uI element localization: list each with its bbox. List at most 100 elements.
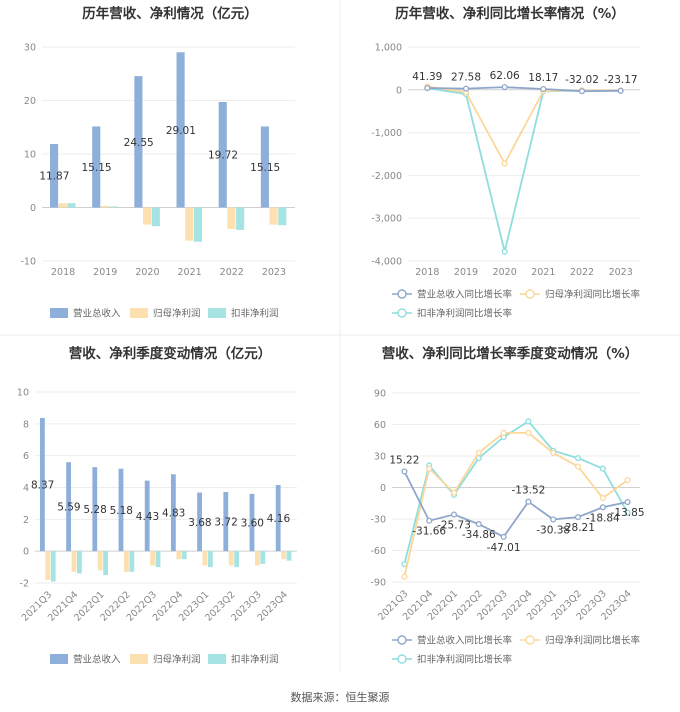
series-line-deducted-profit [427,87,621,252]
data-point [401,468,408,475]
bar-deducted-profit [67,203,76,208]
data-point [599,504,606,511]
legend-label: 扣非净利润 [231,654,279,666]
y-tick-label: -30 [370,515,386,526]
bar-revenue [275,484,281,552]
legend-swatch-icon [208,654,226,664]
bar-deducted-profit [236,207,245,230]
bar-parent-profit [58,203,67,208]
x-tick-label: 2018 [415,267,439,278]
data-label: 15.15 [82,162,112,174]
y-tick-label: 2 [23,515,29,526]
x-tick-label: 2023 [609,267,633,278]
legend-marker-icon [525,289,535,299]
legend-swatch-icon [50,308,68,318]
x-tick-label: 2020 [493,267,517,278]
data-point [426,465,433,472]
x-tick-label: 2023 [262,267,286,278]
data-point [617,87,624,94]
legend-swatch-icon [50,654,68,664]
y-tick-label: 90 [374,389,386,400]
bar-deducted-profit [208,551,213,568]
data-label: -47.01 [487,542,521,554]
data-point [500,533,507,540]
bar-revenue [50,143,59,208]
data-point [501,84,508,91]
bar-deducted-profit [286,551,292,561]
series-line-parent-profit [403,431,629,577]
legend-label: 归母净利润 [153,654,201,666]
bar-deducted-profit [109,206,118,208]
legend-marker-icon [397,654,407,664]
chart-panel-2: 历年营收、净利同比增长率情况（%） -4,000 -3,000 -2,000 -1,00… [371,5,640,320]
data-point [501,248,508,255]
data-point [450,489,458,496]
x-tick-label: 2019 [454,267,478,278]
data-label: 27.58 [451,72,481,84]
legend-label: 营业总收入 [73,654,121,666]
data-label: -25.73 [437,520,471,532]
bar-parent-profit [176,551,182,560]
bar-revenue [134,76,143,208]
data-label: -28.21 [561,522,595,534]
data-label: 19.72 [208,150,238,162]
y-tick-label: -90 [370,578,386,589]
series-line-revenue [427,86,621,93]
data-point [550,516,557,523]
bar-parent-profit [269,207,278,225]
y-tick-label: 0 [23,547,29,558]
data-label: 5.18 [110,505,133,517]
bar-revenue [249,493,255,552]
bar-deducted-profit [278,207,287,226]
data-point [540,85,547,93]
bar-parent-profit [281,551,287,560]
legend-label: 归母净利润同比增长率 [545,289,641,301]
data-point [462,85,470,92]
data-label: 62.06 [490,70,520,82]
y-tick-label: -3,000 [371,214,402,225]
legend-marker-icon [397,289,407,299]
y-tick-label: -2,000 [371,171,402,182]
data-point [550,449,557,456]
bar-parent-profit [100,205,110,208]
data-label: -31.66 [412,526,446,538]
y-tick-label: -1,000 [371,128,402,139]
legend-label: 归母净利润 [153,308,201,320]
data-label: 8.37 [31,480,54,492]
y-tick-label: 10 [17,388,29,399]
bar-revenue [66,462,71,552]
y-tick-label: 4 [23,483,29,494]
x-tick-label: 2020 [135,267,159,278]
chart-panel-1: 历年营收、净利情况（亿元） -10 0 10 20 30 2018 2019 2020 2021 2… [20,5,295,320]
legend-label: 归母净利润同比增长率 [545,635,641,647]
bar-deducted-profit [260,551,266,564]
y-tick-label: 20 [24,96,36,107]
legend-label: 扣非净利润 [231,308,279,320]
bar-deducted-profit [193,207,203,242]
y-tick-label: 30 [24,43,36,54]
data-point [501,160,508,167]
data-point [475,521,482,528]
data-label: -34.86 [462,529,496,541]
bar-parent-profit [71,551,77,572]
bar-revenue [92,126,101,208]
data-point [525,429,532,436]
data-label: 3.60 [241,518,264,530]
data-label: 15.22 [389,455,419,467]
bar-revenue [223,491,229,552]
bar-deducted-profit [50,551,56,582]
data-point [574,455,582,462]
bar-parent-profit [227,207,236,229]
bar-deducted-profit [151,207,160,227]
chart-title: 营收、净利季度变动情况（亿元） [69,345,272,362]
y-tick-label: 1,000 [375,43,402,54]
data-point [599,494,606,502]
y-tick-label: -60 [370,546,386,557]
legend-swatch-icon [130,308,148,318]
legend-swatch-icon [130,654,148,664]
data-label: -30.38 [536,524,570,536]
data-point [450,511,458,518]
legend-marker-icon [397,308,407,318]
x-tick-label: 2021 [177,267,201,278]
